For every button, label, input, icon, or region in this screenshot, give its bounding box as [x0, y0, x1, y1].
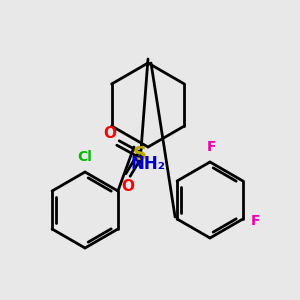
Text: F: F — [207, 140, 217, 154]
Text: F: F — [251, 214, 260, 228]
Text: O: O — [103, 126, 116, 141]
Text: Cl: Cl — [78, 150, 92, 164]
Text: NH₂: NH₂ — [130, 155, 166, 173]
Text: O: O — [122, 179, 134, 194]
Text: S: S — [133, 146, 147, 164]
